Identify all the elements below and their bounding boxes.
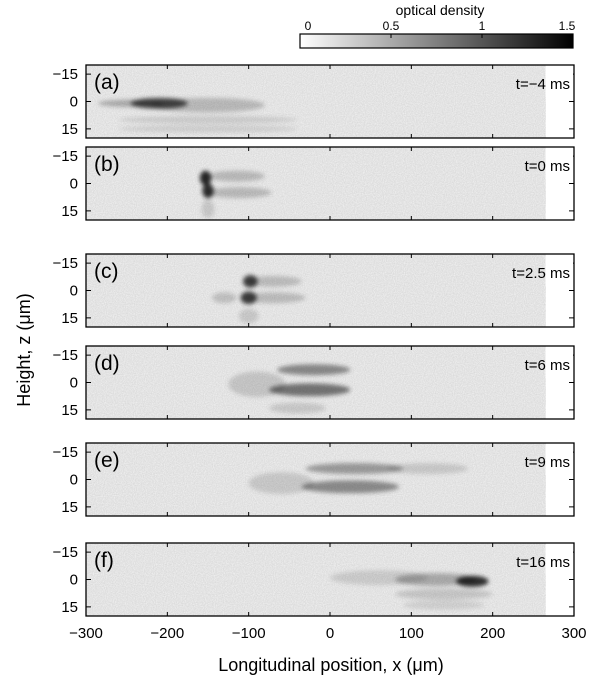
time-label-box <box>545 256 573 286</box>
panel-label: (c) <box>94 260 119 283</box>
panel-f: −15 0 15 (f) t=16 ms <box>53 542 575 617</box>
y-tick-label: 0 <box>70 572 78 589</box>
y-tick-label: 15 <box>61 599 78 616</box>
y-tick-label: 0 <box>70 176 78 193</box>
y-tick-label: 15 <box>61 121 78 138</box>
time-label: t=2.5 ms <box>512 265 570 282</box>
time-label: t=6 ms <box>525 357 570 374</box>
density-blob <box>269 383 351 397</box>
y-tick-label: −15 <box>53 66 78 83</box>
panel-e: −15 0 15 (e) t=9 ms <box>53 442 575 517</box>
density-blob <box>212 292 237 304</box>
y-tick-label: 15 <box>61 402 78 419</box>
time-label: t=16 ms <box>516 554 570 571</box>
density-blob <box>98 99 164 107</box>
time-label-box <box>545 149 573 179</box>
y-tick-label: −15 <box>53 544 78 561</box>
density-blob <box>330 570 428 585</box>
x-tick-label: −100 <box>232 625 266 642</box>
x-tick-label: 0 <box>326 625 334 642</box>
density-blob <box>301 480 400 494</box>
y-tick-label: 15 <box>61 499 78 516</box>
time-label-box <box>545 348 573 378</box>
density-blob <box>244 275 302 287</box>
colorbar-tick-label: 0.5 <box>383 19 400 33</box>
colorbar-tick-label: 1.5 <box>559 19 576 33</box>
density-blob <box>395 588 493 600</box>
panel-label: (e) <box>94 449 120 472</box>
y-tick-label: −15 <box>53 444 78 461</box>
x-tick-label: 300 <box>561 625 586 642</box>
panel-label: (b) <box>94 153 120 176</box>
colorbar-gradient <box>299 33 574 49</box>
time-label: t=9 ms <box>525 454 570 471</box>
time-label-box <box>545 67 573 97</box>
density-blob <box>118 125 298 133</box>
y-tick-label: −15 <box>53 148 78 165</box>
panel-c: −15 0 15 (c) t=2.5 ms <box>53 253 575 328</box>
density-blob <box>206 187 272 199</box>
colorbar-tick-label: 0 <box>305 19 312 33</box>
image-noise <box>86 443 546 516</box>
time-label: t=−4 ms <box>516 76 570 93</box>
density-blob <box>305 463 404 475</box>
colorbar-tick-label: 1 <box>479 19 486 33</box>
y-tick-label: 0 <box>70 472 78 489</box>
y-tick-label: 15 <box>61 310 78 327</box>
y-tick-label: 15 <box>61 203 78 220</box>
time-label-box <box>545 545 573 575</box>
x-tick-label: −300 <box>69 625 103 642</box>
density-blob <box>118 116 298 124</box>
density-blob <box>208 170 265 182</box>
density-blob <box>269 402 326 414</box>
y-tick-label: −15 <box>53 347 78 364</box>
density-blob <box>228 371 286 398</box>
panel-a: −15 0 15 (a) t=−4 ms <box>53 64 575 139</box>
density-blob <box>151 97 265 113</box>
image-noise <box>86 254 546 327</box>
x-tick-label: −200 <box>150 625 184 642</box>
y-tick-label: 0 <box>70 94 78 111</box>
panel-label: (d) <box>94 352 120 375</box>
y-tick-label: 0 <box>70 375 78 392</box>
panel-label: (a) <box>94 71 120 94</box>
panel-d: −15 0 15 (d) t=6 ms <box>53 345 575 420</box>
density-blob <box>199 170 212 186</box>
panel-label: (f) <box>94 549 114 572</box>
density-blob <box>277 364 351 376</box>
density-blob <box>386 463 469 475</box>
colorbar: optical density 0 0.5 1 1.5 <box>299 2 576 49</box>
image-noise <box>86 147 546 220</box>
x-tick-label: 100 <box>399 625 424 642</box>
time-label: t=0 ms <box>525 158 570 175</box>
y-axis-label: Height, z (μm) <box>14 293 34 406</box>
density-blob <box>403 600 485 610</box>
density-blob <box>238 308 259 324</box>
y-tick-label: 0 <box>70 283 78 300</box>
time-label-box <box>545 445 573 475</box>
x-axis-label: Longitudinal position, x (μm) <box>218 655 443 675</box>
density-blob <box>248 472 314 495</box>
density-blob <box>201 199 215 219</box>
x-tick-label: 200 <box>480 625 505 642</box>
panel-b: −15 0 15 (b) t=0 ms <box>53 146 575 221</box>
y-tick-label: −15 <box>53 255 78 272</box>
colorbar-label: optical density <box>396 2 485 18</box>
density-blob <box>240 292 306 304</box>
